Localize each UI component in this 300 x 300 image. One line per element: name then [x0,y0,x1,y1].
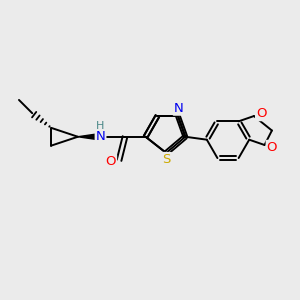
Polygon shape [78,134,100,140]
Text: S: S [163,153,171,166]
Text: N: N [96,130,105,143]
Text: N: N [174,102,183,115]
Text: O: O [267,141,277,154]
Text: O: O [256,107,267,120]
Text: H: H [96,121,105,130]
Text: O: O [106,155,116,168]
